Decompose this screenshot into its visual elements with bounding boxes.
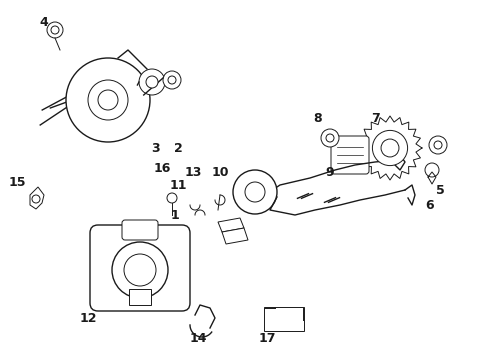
Circle shape bbox=[168, 76, 176, 84]
Text: 1: 1 bbox=[171, 208, 179, 221]
Circle shape bbox=[167, 193, 177, 203]
FancyBboxPatch shape bbox=[331, 136, 369, 174]
Circle shape bbox=[372, 130, 408, 166]
Text: 4: 4 bbox=[40, 15, 49, 28]
Circle shape bbox=[434, 141, 442, 149]
FancyBboxPatch shape bbox=[90, 225, 190, 311]
Circle shape bbox=[66, 58, 150, 142]
Text: 3: 3 bbox=[151, 141, 159, 154]
Text: 12: 12 bbox=[79, 311, 97, 324]
Text: 8: 8 bbox=[314, 112, 322, 125]
Text: 6: 6 bbox=[426, 198, 434, 212]
FancyBboxPatch shape bbox=[129, 289, 151, 305]
FancyBboxPatch shape bbox=[122, 220, 158, 240]
Text: 16: 16 bbox=[153, 162, 171, 175]
Circle shape bbox=[326, 134, 334, 142]
Polygon shape bbox=[30, 187, 44, 209]
Polygon shape bbox=[222, 228, 248, 244]
Circle shape bbox=[429, 136, 447, 154]
Text: 7: 7 bbox=[370, 112, 379, 125]
Text: 15: 15 bbox=[8, 176, 26, 189]
Circle shape bbox=[321, 129, 339, 147]
Circle shape bbox=[112, 242, 168, 298]
Text: 9: 9 bbox=[326, 166, 334, 179]
Circle shape bbox=[146, 76, 158, 88]
Circle shape bbox=[139, 69, 165, 95]
Circle shape bbox=[381, 139, 399, 157]
Text: 13: 13 bbox=[184, 166, 202, 179]
Circle shape bbox=[233, 170, 277, 214]
Circle shape bbox=[98, 90, 118, 110]
Circle shape bbox=[124, 254, 156, 286]
FancyBboxPatch shape bbox=[264, 307, 304, 331]
Circle shape bbox=[51, 26, 59, 34]
Text: 5: 5 bbox=[436, 184, 444, 197]
Circle shape bbox=[425, 163, 439, 177]
Text: 17: 17 bbox=[258, 332, 276, 345]
Text: 14: 14 bbox=[189, 332, 207, 345]
Circle shape bbox=[47, 22, 63, 38]
Polygon shape bbox=[218, 218, 244, 232]
Text: 10: 10 bbox=[211, 166, 229, 179]
Text: 2: 2 bbox=[173, 141, 182, 154]
Circle shape bbox=[245, 182, 265, 202]
Circle shape bbox=[32, 195, 40, 203]
Circle shape bbox=[163, 71, 181, 89]
Circle shape bbox=[88, 80, 128, 120]
Text: 11: 11 bbox=[169, 179, 187, 192]
